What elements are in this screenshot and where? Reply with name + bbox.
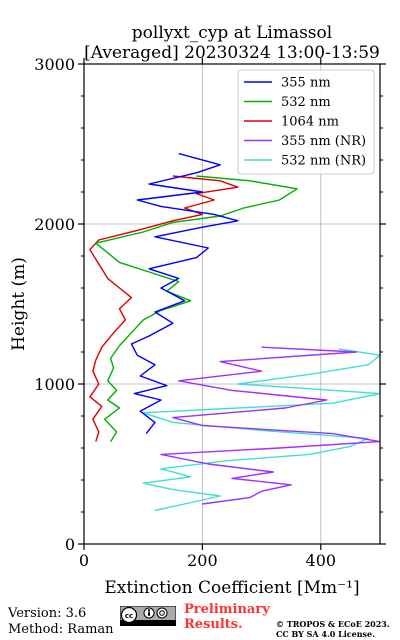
copyright-line2: CC BY SA 4.0 License. — [276, 629, 375, 639]
plot-frame — [83, 63, 381, 545]
x-tick-label: 0 — [79, 551, 89, 570]
svg-text:cc: cc — [125, 612, 133, 620]
x-axis-label: Extinction Coefficient [Mm⁻¹] — [104, 578, 359, 598]
version-text: Version: 3.6 — [8, 606, 87, 621]
y-tick-label: 0 — [65, 535, 75, 554]
series-line-355-nm-nr — [160, 346, 380, 505]
series-line-355-nm — [130, 152, 239, 435]
y-axis-label: Height (m) — [9, 257, 29, 351]
legend-label-355-nm: 355 nm — [281, 76, 331, 91]
cc-by-sa-badge-icon: cc — [120, 606, 176, 626]
y-tick-label: 2000 — [34, 215, 75, 234]
series-line-532-nm-nr — [142, 348, 380, 512]
legend: 355 nm 532 nm 1064 nm 355 nm (NR) 532 nm (NR… — [237, 69, 375, 175]
legend-box — [237, 69, 375, 175]
legend-label-532-nm-nr: 532 nm (NR) — [281, 154, 366, 169]
x-tick-label: 200 — [187, 551, 218, 570]
series-line-1064-nm — [89, 175, 239, 442]
preliminary-line1: Preliminary — [184, 602, 270, 617]
copyright-text: © TROPOS & ECoE 2023. CC BY SA 4.0 Licen… — [276, 619, 390, 639]
series-lines — [89, 152, 380, 512]
legend-label-1064-nm: 1064 nm — [281, 115, 339, 130]
y-tick-label: 1000 — [34, 375, 75, 394]
series-group — [89, 152, 380, 512]
preliminary-line2: Results. — [184, 617, 243, 632]
y-tick-label: 3000 — [34, 55, 75, 74]
chart-title: pollyxt_cyp at Limassol — [132, 23, 332, 43]
legend-label-532-nm: 532 nm — [281, 95, 331, 110]
x-tick-label: 400 — [306, 551, 337, 570]
preliminary-results-text: Preliminary Results. — [184, 602, 270, 632]
chart-subtitle: [Averaged] 20230324 13:00-13:59 — [84, 43, 380, 63]
series-line-532-nm — [95, 175, 298, 442]
method-text: Method: Raman — [8, 622, 114, 637]
axis-ticks: 0 200 400 0 1000 2000 3000 — [34, 55, 386, 570]
legend-label-355-nm-nr: 355 nm (NR) — [281, 134, 366, 149]
copyright-line1: © TROPOS & ECoE 2023. — [276, 619, 390, 629]
